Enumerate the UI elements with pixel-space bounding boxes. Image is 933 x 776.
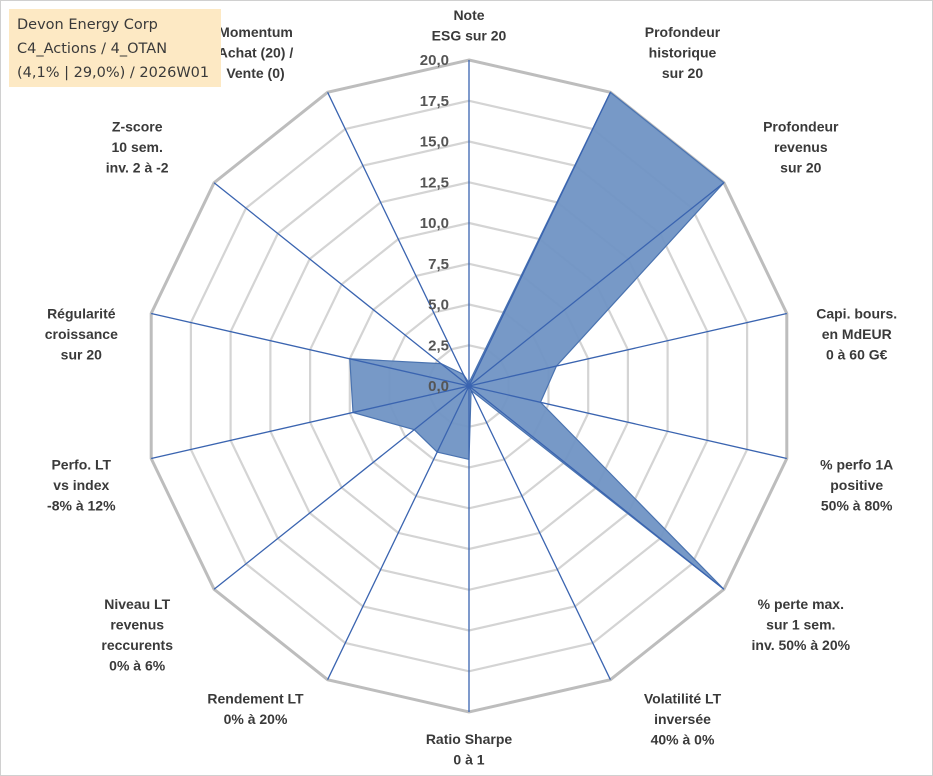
axis-label-line: % perte max.: [758, 596, 844, 612]
axis-label-line: Perfo. LT: [51, 457, 111, 473]
axis-label: Volatilité LT inversée 40% à 0%: [644, 690, 722, 747]
axis-spoke: [468, 312, 787, 387]
axis-spoke: [468, 182, 725, 387]
tick-label: 17,5: [420, 93, 449, 110]
tick-label: 15,0: [420, 134, 449, 151]
axis-label: Perfo. LT vs index -8% à 12%: [47, 457, 116, 514]
axis-label-line: inversée: [654, 711, 711, 727]
tick-label: 0,0: [428, 378, 449, 395]
axis-label-line: ESG sur 20: [432, 28, 507, 44]
axis-label-line: 0% à 20%: [224, 711, 288, 727]
info-box: Devon Energy Corp C4_Actions / 4_OTAN (4…: [9, 9, 221, 87]
axis-label-line: croissance: [45, 326, 118, 342]
axis-label-line: Profondeur: [645, 24, 721, 40]
axis-label: Profondeur revenus sur 20: [763, 119, 839, 176]
axis-label-line: sur 20: [61, 346, 102, 362]
axis-label: Ratio Sharpe 0 à 1: [426, 731, 513, 768]
axis-label-line: sur 20: [780, 160, 821, 176]
axis-label-line: revenus: [774, 139, 828, 155]
tick-label: 5,0: [428, 297, 449, 314]
axis-label: % perte max. sur 1 sem. inv. 50% à 20%: [752, 596, 851, 653]
axis-label: Z-score 10 sem. inv. 2 à -2: [106, 119, 169, 176]
axis-label-line: 0 à 1: [453, 752, 484, 768]
category-label: C4_Actions / 4_OTAN: [17, 41, 168, 57]
tick-label: 20,0: [420, 52, 449, 69]
axis-label-line: Ratio Sharpe: [426, 731, 513, 747]
axis-label-line: 10 sem.: [112, 139, 163, 155]
tick-label: 10,0: [420, 215, 449, 232]
axis-label: Rendement LT 0% à 20%: [207, 690, 304, 727]
axis-label-line: Momentum: [218, 24, 293, 40]
axis-label: % perfo 1A positive 50% à 80%: [820, 457, 893, 514]
axis-spoke: [213, 385, 470, 590]
axis-label-line: historique: [649, 45, 717, 61]
tick-label: 7,5: [428, 256, 449, 273]
axis-label-line: Régularité: [47, 305, 116, 321]
axis-label-line: % perfo 1A: [820, 457, 893, 473]
axis-spoke: [151, 312, 470, 387]
axis-label-line: Profondeur: [763, 119, 839, 135]
axis-label: Profondeur historique sur 20: [645, 24, 721, 81]
axis-spoke: [213, 182, 470, 387]
axis-label-line: revenus: [110, 617, 164, 633]
axis-label-line: Vente (0): [226, 65, 284, 81]
axis-label-line: -8% à 12%: [47, 498, 116, 514]
axis-label-line: Niveau LT: [104, 596, 170, 612]
axis-label-line: reccurents: [101, 637, 173, 653]
tick-label: 12,5: [420, 174, 449, 191]
axis-label-line: vs index: [53, 477, 109, 493]
axis-spoke: [468, 385, 725, 590]
axis-label: Régularité croissance sur 20: [45, 305, 118, 362]
axis-label-line: positive: [830, 477, 883, 493]
axis-label-line: inv. 2 à -2: [106, 160, 169, 176]
stats-label: (4,1% | 29,0%) / 2026W01: [17, 65, 210, 81]
axis-label: Note ESG sur 20: [432, 7, 507, 44]
axis-label: Momentum Achat (20) / Vente (0): [218, 24, 294, 81]
axis-label-line: sur 20: [662, 65, 703, 81]
axis-label-line: Note: [453, 7, 484, 23]
axis-label-line: sur 1 sem.: [766, 617, 835, 633]
axis-spoke: [151, 385, 470, 460]
axis-label-line: 0% à 6%: [109, 658, 166, 674]
axis-spoke: [468, 385, 787, 460]
axis-label-line: 0 à 60 G€: [826, 346, 888, 362]
axis-label-line: Z-score: [112, 119, 163, 135]
company-name: Devon Energy Corp: [17, 17, 158, 33]
axis-label-line: inv. 50% à 20%: [752, 637, 851, 653]
tick-label: 2,5: [428, 337, 449, 354]
axis-label-line: 40% à 0%: [651, 731, 715, 747]
axis-label-line: Capi. bours.: [816, 305, 897, 321]
axis-label: Capi. bours. en MdEUR 0 à 60 G€: [816, 305, 897, 362]
axis-spoke: [468, 92, 611, 387]
axis-spoke: [327, 92, 470, 387]
axis-spoke: [468, 385, 611, 680]
axis-label-line: en MdEUR: [822, 326, 892, 342]
axis-spoke: [327, 385, 470, 680]
axis-label-line: Rendement LT: [207, 690, 304, 706]
axis-label-line: Volatilité LT: [644, 690, 722, 706]
axis-label-line: Achat (20) /: [218, 45, 294, 61]
axis-label: Niveau LT revenus reccurents 0% à 6%: [101, 596, 173, 674]
axis-label-line: 50% à 80%: [821, 498, 893, 514]
